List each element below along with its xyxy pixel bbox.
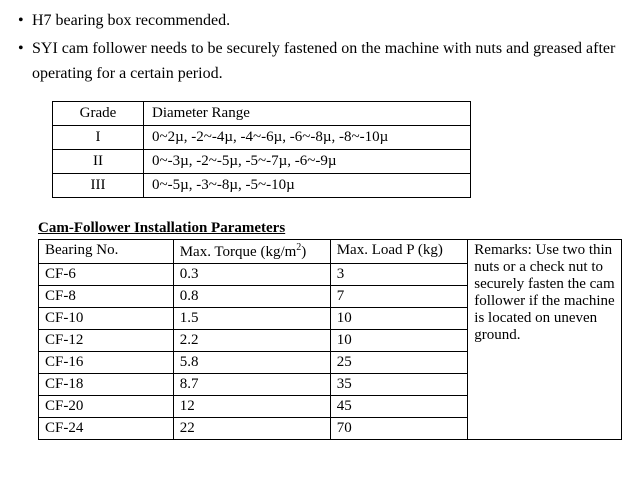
range-cell: 0~-5µ, -3~-8µ, -5~-10µ — [144, 173, 471, 197]
grade-cell: II — [53, 149, 144, 173]
max-load-cell: 70 — [330, 417, 468, 439]
bearing-no-cell: CF-24 — [39, 417, 174, 439]
range-header: Diameter Range — [144, 101, 471, 125]
bearing-no-cell: CF-12 — [39, 329, 174, 351]
max-load-cell: 45 — [330, 395, 468, 417]
bearing-no-cell: CF-20 — [39, 395, 174, 417]
grade-header: Grade — [53, 101, 144, 125]
remarks-cell: Remarks: Use two thin nuts or a check nu… — [468, 239, 622, 439]
max-load-cell: 10 — [330, 307, 468, 329]
param-table: Bearing No. Max. Torque (kg/m2) Max. Loa… — [38, 239, 622, 440]
bullet-item: SYI cam follower needs to be securely fa… — [14, 36, 622, 87]
max-torque-header-suffix: ) — [301, 244, 306, 260]
max-torque-header: Max. Torque (kg/m2) — [173, 239, 330, 263]
max-torque-cell: 22 — [173, 417, 330, 439]
max-torque-cell: 12 — [173, 395, 330, 417]
bullet-item: H7 bearing box recommended. — [14, 8, 622, 34]
max-load-cell: 35 — [330, 373, 468, 395]
max-torque-cell: 5.8 — [173, 351, 330, 373]
bearing-no-cell: CF-6 — [39, 263, 174, 285]
max-torque-header-prefix: Max. Torque (kg/m — [180, 244, 297, 260]
max-load-cell: 10 — [330, 329, 468, 351]
table-row: II 0~-3µ, -2~-5µ, -5~-7µ, -6~-9µ — [53, 149, 471, 173]
grade-cell: I — [53, 125, 144, 149]
max-load-cell: 3 — [330, 263, 468, 285]
bearing-no-cell: CF-16 — [39, 351, 174, 373]
max-load-cell: 7 — [330, 285, 468, 307]
bullet-list: H7 bearing box recommended. SYI cam foll… — [14, 8, 622, 87]
table-row: III 0~-5µ, -3~-8µ, -5~-10µ — [53, 173, 471, 197]
grade-table: Grade Diameter Range I 0~2µ, -2~-4µ, -4~… — [52, 101, 471, 198]
max-torque-cell: 0.3 — [173, 263, 330, 285]
grade-cell: III — [53, 173, 144, 197]
param-table-title: Cam-Follower Installation Parameters — [38, 220, 622, 237]
range-cell: 0~-3µ, -2~-5µ, -5~-7µ, -6~-9µ — [144, 149, 471, 173]
bearing-no-header: Bearing No. — [39, 239, 174, 263]
max-load-cell: 25 — [330, 351, 468, 373]
table-row: I 0~2µ, -2~-4µ, -4~-6µ, -6~-8µ, -8~-10µ — [53, 125, 471, 149]
table-row: Bearing No. Max. Torque (kg/m2) Max. Loa… — [39, 239, 622, 263]
max-torque-cell: 8.7 — [173, 373, 330, 395]
table-row: Grade Diameter Range — [53, 101, 471, 125]
max-torque-cell: 1.5 — [173, 307, 330, 329]
range-cell: 0~2µ, -2~-4µ, -4~-6µ, -6~-8µ, -8~-10µ — [144, 125, 471, 149]
bearing-no-cell: CF-18 — [39, 373, 174, 395]
max-torque-cell: 2.2 — [173, 329, 330, 351]
max-torque-cell: 0.8 — [173, 285, 330, 307]
bearing-no-cell: CF-8 — [39, 285, 174, 307]
max-load-header: Max. Load P (kg) — [330, 239, 468, 263]
bearing-no-cell: CF-10 — [39, 307, 174, 329]
